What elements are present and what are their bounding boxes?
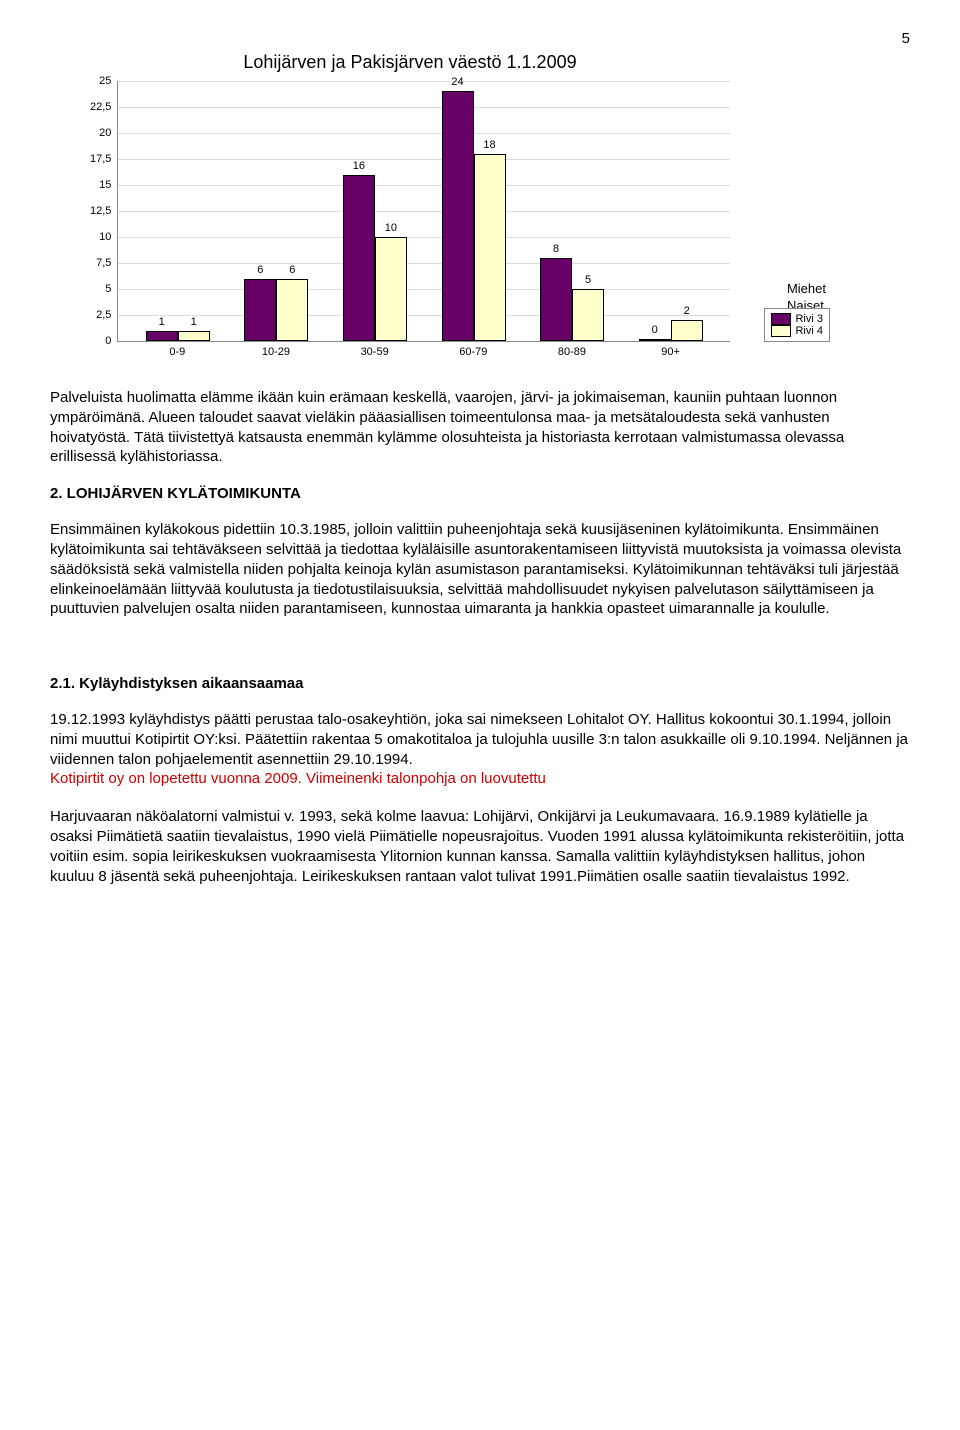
chart-title: Lohijärven ja Pakisjärven väestö 1.1.200…	[90, 52, 730, 73]
bar-value-label: 6	[277, 264, 307, 276]
bar: 6	[244, 279, 276, 341]
bar-value-label: 24	[443, 76, 473, 88]
bar-value-label: 16	[344, 160, 374, 172]
legend-label-miehet: Miehet	[787, 281, 826, 298]
paragraph-3a: 19.12.1993 kyläyhdistys päätti perustaa …	[50, 711, 908, 768]
chart-plot-area: Miehet Naiset 1166161024188502	[117, 81, 730, 342]
population-chart: Lohijärven ja Pakisjärven väestö 1.1.200…	[90, 52, 730, 358]
paragraph-2: Ensimmäinen kyläkokous pidettiin 10.3.19…	[50, 520, 910, 619]
bar: 5	[572, 289, 604, 341]
bar: 1	[146, 331, 178, 341]
bar-group: 1610	[343, 175, 407, 341]
legend-text: Rivi 3	[795, 313, 823, 325]
bar-value-label: 5	[573, 274, 603, 286]
x-tick-label: 10-29	[244, 346, 308, 358]
paragraph-4: Harjuvaaran näköalatorni valmistui v. 19…	[50, 807, 910, 886]
bar: 18	[474, 154, 506, 341]
bar: 0	[639, 339, 671, 341]
bar-value-label: 0	[640, 324, 670, 336]
bar-group: 11	[146, 331, 210, 341]
bar: 16	[343, 175, 375, 341]
heading-2-1: 2.1. Kyläyhdistyksen aikaansaamaa	[50, 675, 910, 692]
bar-value-label: 2	[672, 305, 702, 317]
chart-x-axis: 0-9 10-29 30-59 60-79 80-89 90+	[118, 342, 730, 358]
paragraph-intro: Palveluista huolimatta elämme ikään kuin…	[50, 388, 910, 467]
paragraph-3: 19.12.1993 kyläyhdistys päätti perustaa …	[50, 710, 910, 789]
legend-row: Rivi 3	[771, 313, 823, 325]
x-tick-label: 30-59	[343, 346, 407, 358]
bar: 24	[442, 91, 474, 341]
x-tick-label: 80-89	[540, 346, 604, 358]
bar-group: 66	[244, 279, 308, 341]
x-tick-label: 90+	[639, 346, 703, 358]
bar-value-label: 1	[147, 316, 177, 328]
bar-value-label: 6	[245, 264, 275, 276]
bar-value-label: 1	[179, 316, 209, 328]
bar-value-label: 8	[541, 243, 571, 255]
bar-group: 02	[639, 320, 703, 341]
document-body: Palveluista huolimatta elämme ikään kuin…	[50, 388, 910, 886]
bar: 2	[671, 320, 703, 341]
bar-group: 2418	[442, 91, 506, 341]
bar: 1	[178, 331, 210, 341]
heading-2: 2. LOHIJÄRVEN KYLÄTOIMIKUNTA	[50, 485, 910, 502]
chart-y-axis: 2522,52017,51512,5107,552,50	[90, 81, 117, 341]
page-number: 5	[50, 30, 910, 47]
chart-legend: Rivi 3 Rivi 4	[764, 308, 830, 342]
legend-text: Rivi 4	[795, 325, 823, 337]
bar-group: 85	[540, 258, 604, 341]
bar: 8	[540, 258, 572, 341]
bar-value-label: 18	[475, 139, 505, 151]
x-tick-label: 0-9	[145, 346, 209, 358]
legend-swatch-icon	[771, 313, 791, 325]
paragraph-3b-red: Kotipirtit oy on lopetettu vuonna 2009. …	[50, 770, 546, 787]
bar-value-label: 10	[376, 222, 406, 234]
bar: 6	[276, 279, 308, 341]
legend-swatch-icon	[771, 325, 791, 337]
x-tick-label: 60-79	[441, 346, 505, 358]
legend-row: Rivi 4	[771, 325, 823, 337]
bar: 10	[375, 237, 407, 341]
